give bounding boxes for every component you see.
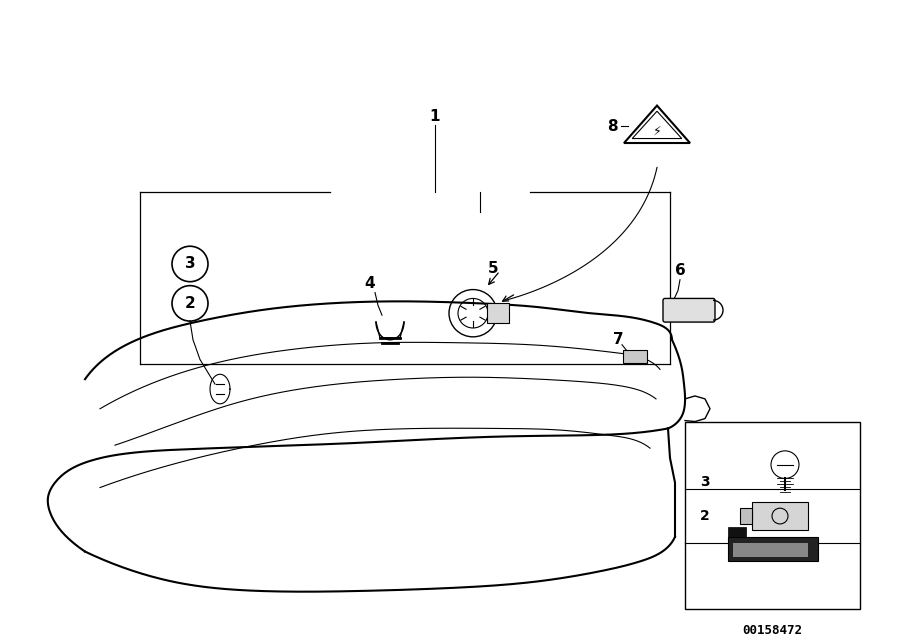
- Text: 8: 8: [607, 118, 617, 134]
- FancyBboxPatch shape: [728, 527, 746, 537]
- Text: 1: 1: [430, 109, 440, 124]
- Text: 00158472: 00158472: [742, 624, 803, 636]
- FancyBboxPatch shape: [740, 508, 752, 524]
- FancyBboxPatch shape: [752, 502, 808, 530]
- Text: 3: 3: [700, 475, 710, 489]
- Text: 7: 7: [613, 332, 624, 347]
- FancyBboxPatch shape: [663, 298, 715, 322]
- FancyBboxPatch shape: [685, 422, 860, 609]
- Text: ⚡: ⚡: [652, 125, 662, 137]
- FancyBboxPatch shape: [728, 537, 818, 560]
- FancyBboxPatch shape: [487, 303, 509, 323]
- Text: 2: 2: [184, 296, 195, 311]
- Text: 5: 5: [488, 261, 499, 277]
- Text: 4: 4: [364, 276, 375, 291]
- FancyBboxPatch shape: [623, 350, 647, 363]
- Text: 2: 2: [700, 509, 710, 523]
- FancyBboxPatch shape: [733, 543, 808, 556]
- Text: 6: 6: [675, 263, 686, 279]
- Text: 3: 3: [184, 256, 195, 272]
